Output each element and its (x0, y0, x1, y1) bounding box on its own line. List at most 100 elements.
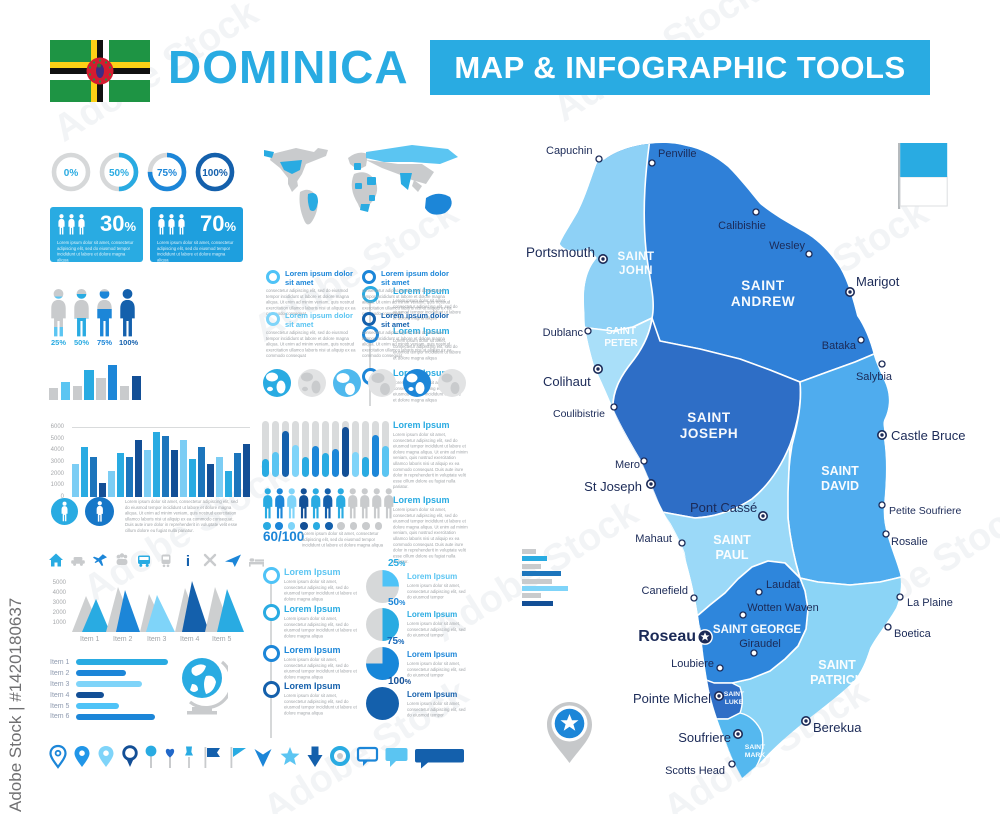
desk-globe-icon (182, 658, 228, 715)
donut-0: 0% (49, 150, 93, 199)
stat-caption: Lorem ipsum dolor sit amet, consectetur … (57, 240, 134, 262)
svg-text:PAUL: PAUL (715, 548, 748, 562)
svg-text:SAINT: SAINT (741, 278, 785, 293)
pie-label: 75% (387, 636, 405, 647)
triangle-flag-icon (230, 747, 246, 768)
y-tick: 0 (60, 494, 64, 500)
svg-text:i: i (186, 553, 190, 568)
svg-text:Wesley: Wesley (769, 240, 805, 252)
timeline-item: Lorem Ipsum Lorem ipsum dolor sit amet, … (393, 286, 462, 321)
y-tick: 1000 (52, 620, 66, 626)
bus-icon (138, 555, 150, 567)
timeline-line (369, 288, 371, 406)
svg-text:Capuchin: Capuchin (546, 145, 592, 157)
pie-label: 100% (388, 676, 411, 687)
progress-row: Item 4 (50, 690, 168, 701)
bullet-icon (362, 270, 376, 284)
svg-text:SAINT: SAINT (745, 744, 766, 751)
progress-row: Item 3 (50, 679, 168, 690)
pie-text: Lorem Ipsum Lorem ipsum dolor sit amet, … (407, 650, 466, 678)
svg-text:Portsmouth: Portsmouth (526, 245, 595, 260)
y-tick: 4000 (50, 447, 64, 453)
target-circle-icon (330, 746, 350, 766)
y-tick: 6000 (50, 424, 64, 430)
pin-light-icon (98, 746, 114, 767)
item-label: Item 2 (113, 636, 133, 643)
timeline-node (362, 286, 379, 303)
svg-text:PETER: PETER (604, 338, 638, 349)
stat-box-30: 30% Lorem ipsum dolor sit amet, consecte… (50, 207, 143, 262)
svg-text:Bataka: Bataka (822, 340, 857, 352)
svg-text:SAINT: SAINT (606, 326, 636, 337)
timeline-item: Lorem Ipsum Lorem ipsum dolor sit amet, … (393, 326, 462, 361)
people-icons (57, 214, 86, 235)
pie-chart-75 (366, 647, 399, 680)
pie-text: Lorem Ipsum Lorem ipsum dolor sit amet, … (407, 610, 466, 638)
people-ratio-row (262, 488, 394, 519)
y-tick: 3000 (52, 600, 66, 606)
star-icon (280, 747, 300, 765)
globe-icon (263, 369, 291, 397)
donut-100: 100% (193, 150, 237, 199)
column-chart (72, 427, 251, 497)
timeline-node (362, 326, 379, 343)
pie-text: Lorem Ipsum Lorem ipsum dolor sit amet, … (407, 690, 466, 718)
svg-text:SAINT GEORGE: SAINT GEORGE (713, 624, 802, 636)
bullet-block: Lorem ipsum dolor sit amet consectetur a… (266, 269, 356, 317)
push-pin-icon (185, 746, 193, 768)
svg-text:SAINT: SAINT (713, 533, 751, 547)
svg-text:SAINT: SAINT (618, 251, 655, 263)
person-circle-icon (51, 498, 78, 525)
people-fill-chart (50, 288, 136, 343)
transport-icon-row: i (48, 552, 265, 568)
svg-text:SAINT: SAINT (724, 691, 745, 698)
bullet-icon (362, 312, 376, 326)
svg-text:100%: 100% (202, 168, 228, 179)
world-map (264, 145, 458, 225)
svg-text:MARK: MARK (745, 752, 765, 759)
globe-icon (368, 369, 396, 397)
people-icons (157, 214, 186, 235)
capsule-chart (262, 421, 389, 477)
city-labels: Capuchin Penville Calibishie Wesley Mari… (526, 145, 965, 777)
svg-text:Coulibistrie: Coulibistrie (553, 408, 605, 420)
item-label: Item 1 (80, 636, 100, 643)
pie-chart-50 (366, 608, 399, 641)
y-tick: 5000 (50, 436, 64, 442)
text-block: Lorem Ipsum Lorem ipsum dolor sit amet, … (393, 420, 468, 490)
stat-value: 30% (99, 211, 136, 236)
down-arrow-icon (307, 746, 323, 767)
progress-bar-chart: Item 1 Item 2 Item 3 Item 4 Item 5 Item … (50, 657, 168, 722)
svg-text:Wotten Waven: Wotten Waven (747, 602, 819, 614)
heart-pin-icon (165, 748, 175, 768)
capital-marker (697, 629, 713, 645)
svg-text:0%: 0% (64, 168, 79, 179)
banner-title: MAP & INFOGRAPHIC TOOLS (454, 49, 906, 85)
progress-row: Item 5 (50, 701, 168, 712)
svg-text:75%: 75% (157, 168, 177, 179)
y-tick: 2000 (52, 610, 66, 616)
globe-icon (438, 369, 466, 397)
svg-text:Laudat: Laudat (766, 579, 800, 591)
item-label: Item 5 (212, 636, 232, 643)
svg-text:La Plaine: La Plaine (907, 597, 953, 609)
stat-box-70: 70% Lorem ipsum dolor sit amet, consecte… (150, 207, 243, 262)
timeline-node (263, 567, 280, 584)
bullet-block: Lorem ipsum dolor sit amet consectetur a… (266, 311, 356, 359)
svg-text:JOHN: JOHN (619, 265, 653, 277)
svg-text:SAINT: SAINT (687, 410, 731, 425)
pie-text: Lorem Ipsum Lorem ipsum dolor sit amet, … (407, 572, 466, 600)
svg-text:DAVID: DAVID (821, 479, 859, 493)
svg-text:SAINT: SAINT (818, 658, 856, 672)
svg-text:PATRICK: PATRICK (810, 673, 864, 687)
progress-row: Item 2 (50, 668, 168, 679)
svg-text:Dublanc: Dublanc (543, 327, 584, 339)
info-icon: i (186, 553, 190, 568)
timeline-item: Lorem Ipsum Lorem ipsum dolor sit amet, … (284, 645, 357, 680)
globe-icon-row (262, 366, 468, 404)
pie-label: 50% (388, 597, 406, 608)
plane-icon (93, 554, 107, 566)
svg-text:Colihaut: Colihaut (543, 374, 591, 389)
svg-text:ANDREW: ANDREW (731, 294, 795, 309)
svg-text:LUKE: LUKE (725, 699, 744, 706)
